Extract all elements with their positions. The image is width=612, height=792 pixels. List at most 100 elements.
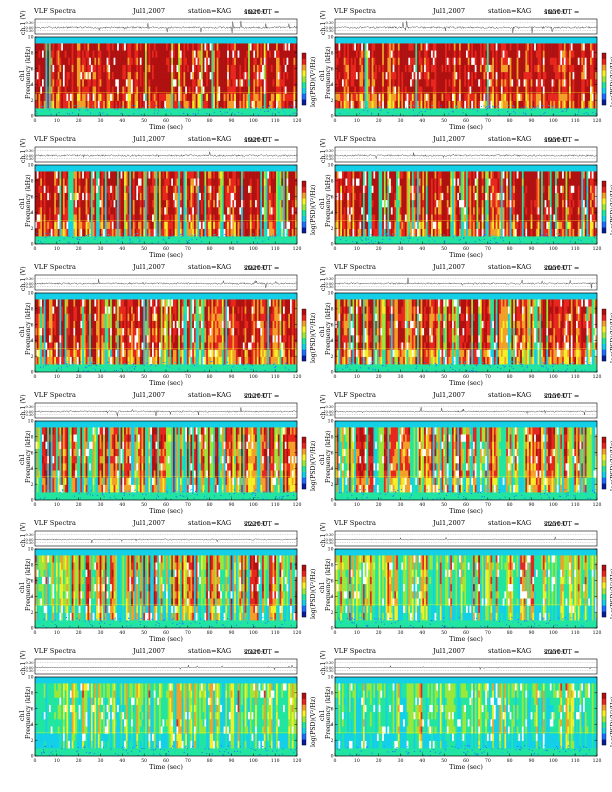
spectrogram-speckle bbox=[226, 236, 228, 238]
spectrogram-cell bbox=[159, 72, 162, 80]
spectrogram-cell bbox=[281, 228, 284, 237]
spectrogram-cell bbox=[418, 79, 421, 87]
spectrogram-cell bbox=[588, 79, 591, 87]
spectrogram-cell bbox=[576, 93, 579, 102]
spectrogram-cell bbox=[460, 72, 463, 80]
spectrogram-cell bbox=[368, 86, 371, 95]
spectrogram-cell bbox=[209, 214, 212, 223]
spectrogram-cell bbox=[206, 192, 209, 201]
spectrogram-cell bbox=[385, 86, 388, 95]
colorbar-swatch bbox=[302, 215, 306, 222]
spectrogram-cell bbox=[62, 50, 65, 59]
spectrogram-cell bbox=[43, 57, 46, 66]
spectrogram-cell bbox=[558, 100, 561, 109]
spectrogram-speckle bbox=[282, 233, 284, 235]
spectrogram-cell bbox=[490, 86, 493, 95]
start-ut-prefix: start UT = bbox=[544, 8, 580, 16]
spectrogram-cell bbox=[244, 93, 247, 102]
spectrogram-cell bbox=[467, 79, 470, 87]
spectrogram-cell bbox=[59, 79, 62, 87]
spectrogram-cell bbox=[291, 171, 294, 179]
spectrogram-cell bbox=[181, 72, 184, 80]
spectrogram-cell bbox=[195, 50, 198, 59]
spectrogram-cell bbox=[99, 79, 102, 87]
spectrogram-cell bbox=[179, 86, 182, 95]
spectrogram-cell bbox=[366, 79, 369, 87]
spectrogram-cell bbox=[263, 72, 266, 80]
spectrogram-cell bbox=[272, 171, 275, 179]
spectrogram-cell bbox=[99, 57, 102, 66]
spectrogram-cell bbox=[563, 100, 566, 109]
spectrogram-cell bbox=[408, 93, 411, 102]
spectrogram-cell bbox=[48, 100, 51, 109]
spectrogram-cell bbox=[459, 72, 462, 80]
spectrogram-speckle bbox=[129, 109, 131, 110]
spectrogram-cell bbox=[127, 64, 130, 73]
spectrogram-cell bbox=[73, 64, 76, 73]
spectrogram-cell bbox=[406, 79, 409, 87]
spectrogram-cell bbox=[171, 86, 174, 95]
spectrogram-cell bbox=[129, 178, 132, 187]
spectrogram-cell bbox=[567, 50, 570, 59]
spectrogram-cell bbox=[390, 64, 393, 73]
spectrogram-cell bbox=[293, 207, 296, 215]
spectrogram-cell bbox=[425, 72, 428, 80]
spectrogram-cell bbox=[47, 200, 50, 208]
spectrogram-cell bbox=[162, 185, 165, 194]
spectrogram-cell bbox=[427, 79, 430, 87]
spectrogram-speckle bbox=[159, 237, 161, 239]
spectrogram-cell bbox=[410, 43, 413, 51]
spectrogram-cell bbox=[262, 214, 265, 223]
spectrogram-cell bbox=[75, 57, 78, 66]
spectrogram-cell bbox=[92, 72, 95, 80]
spectrogram-cell bbox=[207, 72, 210, 80]
spectrogram-cell bbox=[129, 207, 132, 215]
spectrogram-cell bbox=[281, 50, 284, 59]
spectrogram-cell bbox=[125, 100, 128, 109]
spectrogram-cell bbox=[277, 228, 280, 237]
spectrogram-cell bbox=[48, 221, 51, 230]
spectrogram-cell bbox=[441, 100, 444, 109]
spectrogram-speckle bbox=[49, 109, 51, 111]
spectrogram-cell bbox=[66, 93, 69, 102]
spectrogram-cell bbox=[471, 57, 474, 66]
spectrogram-cell bbox=[481, 100, 484, 109]
spectrogram-cell bbox=[290, 214, 293, 223]
spectrogram-cell bbox=[248, 185, 251, 194]
spectrogram-cell bbox=[178, 50, 181, 59]
spectrogram-cell bbox=[87, 86, 90, 95]
spectrogram-speckle bbox=[40, 241, 42, 243]
spectrogram-cell bbox=[185, 200, 188, 208]
spectrogram-cell bbox=[59, 86, 62, 95]
spectrogram-cell bbox=[82, 221, 85, 230]
spectrogram-cell bbox=[207, 64, 210, 73]
spectrogram-cell bbox=[290, 178, 293, 187]
spectrogram-cell bbox=[452, 57, 455, 66]
spectrogram-cell bbox=[490, 100, 493, 109]
spectrogram-cell bbox=[138, 79, 141, 87]
spectrogram-cell bbox=[139, 50, 142, 59]
spectrogram-cell bbox=[279, 171, 282, 179]
spectrogram-cell bbox=[237, 93, 240, 102]
spectrogram-cell bbox=[169, 185, 172, 194]
spectrogram-cell bbox=[145, 221, 148, 230]
y-tick-label: 6 bbox=[331, 66, 334, 72]
spectrogram-cell bbox=[283, 86, 286, 95]
spectrogram-cell bbox=[485, 86, 488, 95]
spectrogram-cell bbox=[155, 100, 158, 109]
spectrogram-cell bbox=[127, 79, 130, 87]
spectrogram-cell bbox=[368, 50, 371, 59]
x-tick-label: 50 bbox=[441, 118, 447, 124]
spectrogram-cell bbox=[41, 57, 44, 66]
spectrogram-cell bbox=[132, 100, 135, 109]
spectrogram-cell bbox=[82, 79, 85, 87]
spectrogram-cell bbox=[157, 86, 160, 95]
spectrogram-cell bbox=[439, 100, 442, 109]
spectrogram-cell bbox=[139, 228, 142, 237]
spectrogram-speckle bbox=[492, 106, 494, 108]
spectrogram-cell bbox=[415, 50, 418, 59]
spectrogram-cell bbox=[281, 72, 284, 80]
spectrogram-cell bbox=[246, 200, 249, 208]
spectrogram-cell bbox=[481, 72, 484, 80]
spectrogram-cell bbox=[143, 100, 146, 109]
